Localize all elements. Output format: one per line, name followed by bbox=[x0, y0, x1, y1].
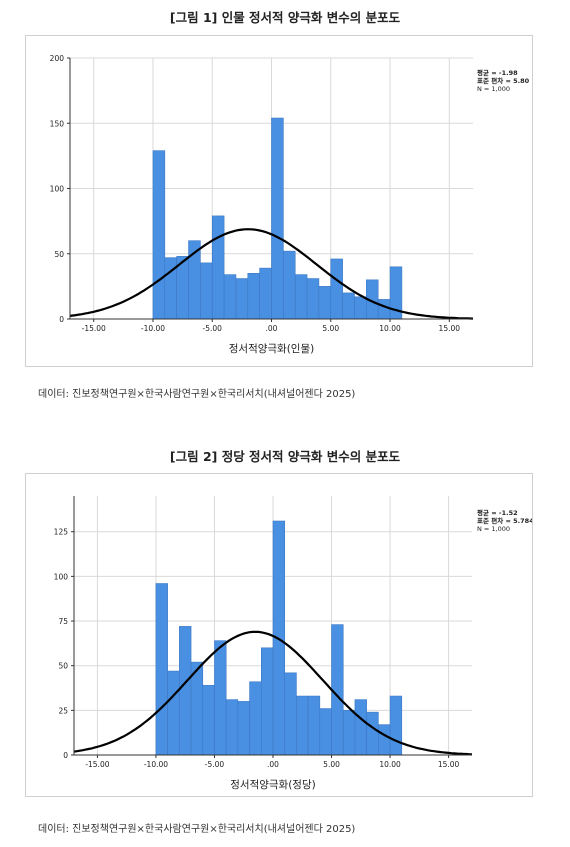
histogram-bar bbox=[389, 695, 403, 756]
histogram-bar bbox=[260, 647, 274, 756]
histogram-bar bbox=[155, 583, 168, 756]
histogram-bar bbox=[271, 117, 284, 320]
stats-line: 평균 = -1.98 bbox=[477, 68, 518, 77]
histogram-bar bbox=[247, 273, 260, 320]
x-tick-label: -10.00 bbox=[141, 324, 165, 333]
y-tick-label: 0 bbox=[59, 315, 64, 324]
y-tick-label: 25 bbox=[58, 706, 68, 715]
y-tick-label: 100 bbox=[54, 572, 69, 581]
x-tick-label: 10.00 bbox=[379, 760, 401, 769]
normal-curve bbox=[73, 630, 473, 756]
x-tick-label: 5.00 bbox=[323, 760, 340, 769]
histogram-bar bbox=[330, 258, 343, 320]
histogram-bar bbox=[284, 672, 297, 756]
y-tick-label: 125 bbox=[54, 528, 69, 537]
histogram-bar bbox=[167, 670, 180, 756]
chart1-panel: 0 50 100 150 200 -15.00 -10.00 -5.00 .00 5.00 10.0… bbox=[25, 35, 533, 367]
stats-line: N = 1,000 bbox=[477, 525, 510, 533]
chart2-title: [그림 2] 정당 정서적 양극화 변수의 분포도 bbox=[169, 449, 401, 464]
y-tick-label: 0 bbox=[63, 751, 68, 760]
chart2-plot: 0 25 50 75 100 125 -15.00 -10.00 -5.00 .00 5.00 10.… bbox=[54, 496, 534, 791]
histogram-bar bbox=[342, 710, 356, 756]
x-tick-label: .00 bbox=[267, 760, 279, 769]
y-tick-label: 50 bbox=[58, 662, 68, 671]
histogram-bar bbox=[307, 695, 321, 756]
histogram-bar bbox=[354, 699, 367, 756]
histogram-bar bbox=[354, 296, 367, 320]
y-tick-label: 150 bbox=[50, 119, 65, 128]
histogram-bar bbox=[318, 286, 332, 320]
histogram-bar bbox=[306, 278, 320, 320]
stats-line: 표준 편차 = 5.784 bbox=[477, 516, 532, 525]
histogram-bar bbox=[152, 150, 166, 320]
histogram-bar bbox=[283, 250, 296, 320]
histogram-bar bbox=[211, 215, 225, 320]
histogram-bar bbox=[296, 695, 309, 756]
histogram-bar bbox=[237, 701, 250, 756]
x-tick-label: -5.00 bbox=[203, 324, 223, 333]
stats-line: 표준 편차 = 5.80 bbox=[477, 76, 530, 85]
histogram-bar bbox=[235, 278, 249, 320]
x-tick-label: 15.00 bbox=[438, 760, 460, 769]
x-tick-label: -5.00 bbox=[205, 760, 225, 769]
y-tick-label: 75 bbox=[58, 617, 68, 626]
histogram-bar bbox=[259, 267, 272, 320]
histogram-bar bbox=[378, 724, 391, 756]
y-tick-label: 200 bbox=[50, 54, 65, 63]
x-axis-label: 정서적양극화(정당) bbox=[230, 779, 315, 791]
histogram-bar bbox=[223, 274, 237, 320]
histogram-bar bbox=[214, 640, 227, 756]
histogram-bar bbox=[319, 708, 332, 756]
y-tick-label: 50 bbox=[54, 250, 64, 259]
stats-line: N = 1,000 bbox=[477, 85, 510, 93]
chart2-panel: 0 25 50 75 100 125 -15.00 -10.00 -5.00 .00 5.00 10.… bbox=[25, 473, 534, 797]
x-tick-label: 10.00 bbox=[379, 324, 401, 333]
stats-line: 평균 = -1.52 bbox=[477, 508, 518, 517]
x-tick-label: -10.00 bbox=[144, 760, 168, 769]
chart2-source: 데이터: 진보정책연구원×한국사람연구원×한국리서치(내셔널어젠다 2025) bbox=[38, 824, 356, 835]
y-tick-label: 100 bbox=[50, 185, 65, 194]
x-tick-label: 15.00 bbox=[439, 324, 461, 333]
normal-curve bbox=[69, 228, 474, 320]
x-axis-label: 정서적양극화(인물) bbox=[229, 343, 314, 355]
x-tick-label: .00 bbox=[266, 324, 278, 333]
histogram-bar bbox=[366, 711, 379, 756]
chart1-title: [그림 1] 인물 정서적 양극화 변수의 분포도 bbox=[169, 10, 401, 25]
histogram-bar bbox=[377, 299, 391, 320]
histogram-bar bbox=[342, 292, 355, 320]
histogram-bar bbox=[225, 699, 239, 756]
chart1-source: 데이터: 진보정책연구원×한국사람연구원×한국리서치(내셔널어젠다 2025) bbox=[38, 389, 356, 400]
histogram-bar bbox=[179, 626, 192, 756]
x-tick-label: -15.00 bbox=[82, 324, 106, 333]
histogram-bar bbox=[202, 685, 215, 756]
histogram-bar bbox=[331, 624, 344, 756]
chart1-plot: 0 50 100 150 200 -15.00 -10.00 -5.00 .00 5.00 10.0… bbox=[50, 54, 530, 355]
histogram-bar bbox=[294, 274, 308, 320]
histogram-bar bbox=[249, 681, 262, 756]
x-tick-label: 5.00 bbox=[322, 324, 339, 333]
histogram-bar bbox=[200, 262, 213, 320]
x-tick-label: -15.00 bbox=[85, 760, 109, 769]
